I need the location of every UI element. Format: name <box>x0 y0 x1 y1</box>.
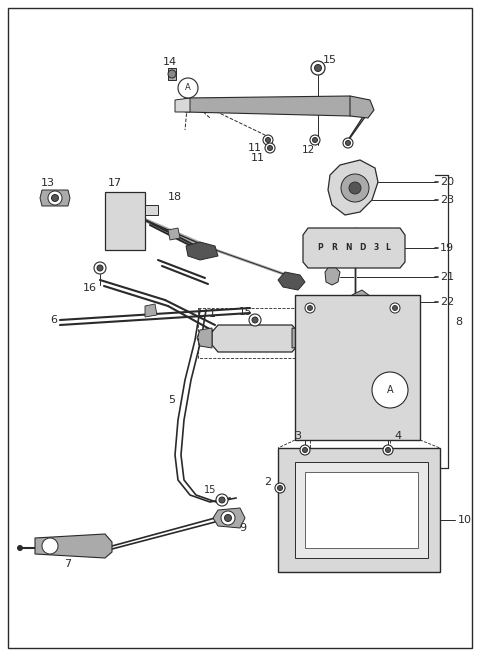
Text: 21: 21 <box>440 272 454 282</box>
Circle shape <box>225 514 231 522</box>
Circle shape <box>168 70 176 78</box>
Circle shape <box>267 146 273 150</box>
Circle shape <box>219 497 225 503</box>
Text: 20: 20 <box>440 177 454 187</box>
Polygon shape <box>305 472 418 548</box>
Circle shape <box>302 447 308 453</box>
Circle shape <box>216 494 228 506</box>
Circle shape <box>390 303 400 313</box>
Polygon shape <box>295 462 428 558</box>
Text: 10: 10 <box>458 515 472 525</box>
Circle shape <box>393 306 397 310</box>
Text: 19: 19 <box>440 243 454 253</box>
Circle shape <box>97 265 103 271</box>
Polygon shape <box>278 272 305 290</box>
Text: 7: 7 <box>64 559 72 569</box>
Circle shape <box>308 306 312 310</box>
Circle shape <box>265 138 271 142</box>
Circle shape <box>300 445 310 455</box>
Text: 3: 3 <box>373 243 379 253</box>
Text: 8: 8 <box>455 317 462 327</box>
Circle shape <box>343 138 353 148</box>
Circle shape <box>349 182 361 194</box>
Circle shape <box>346 140 350 146</box>
Text: A: A <box>185 83 191 92</box>
Text: P: P <box>317 243 323 253</box>
Circle shape <box>385 447 391 453</box>
Polygon shape <box>292 328 308 348</box>
Polygon shape <box>35 534 112 558</box>
Circle shape <box>17 546 23 550</box>
Circle shape <box>51 194 59 201</box>
Circle shape <box>383 445 393 455</box>
Circle shape <box>263 135 273 145</box>
Circle shape <box>305 303 315 313</box>
Text: 9: 9 <box>240 523 247 533</box>
Text: 15: 15 <box>239 307 252 317</box>
Text: 2: 2 <box>264 477 272 487</box>
Polygon shape <box>278 448 440 572</box>
Polygon shape <box>145 205 158 215</box>
Text: 17: 17 <box>108 178 122 188</box>
Text: A: A <box>387 385 393 395</box>
Text: 5: 5 <box>168 395 175 405</box>
Text: 11: 11 <box>248 143 262 153</box>
Circle shape <box>341 174 369 202</box>
Text: 11: 11 <box>251 153 265 163</box>
Text: 15: 15 <box>323 55 337 65</box>
Polygon shape <box>168 68 176 80</box>
Polygon shape <box>185 96 356 116</box>
Circle shape <box>48 191 62 205</box>
Text: 12: 12 <box>301 145 314 155</box>
Text: D: D <box>359 243 365 253</box>
Polygon shape <box>325 268 340 285</box>
Polygon shape <box>168 228 180 240</box>
Polygon shape <box>175 98 190 112</box>
Circle shape <box>178 78 198 98</box>
Circle shape <box>314 64 322 72</box>
Text: 13: 13 <box>41 178 55 188</box>
Polygon shape <box>303 228 405 268</box>
Polygon shape <box>40 190 70 206</box>
Circle shape <box>312 138 317 142</box>
Polygon shape <box>145 304 157 317</box>
Polygon shape <box>295 295 420 440</box>
Circle shape <box>252 317 258 323</box>
Circle shape <box>42 538 58 554</box>
Polygon shape <box>197 328 212 348</box>
Text: N: N <box>345 243 351 253</box>
Text: 6: 6 <box>50 315 57 325</box>
Text: 3: 3 <box>295 431 301 441</box>
Circle shape <box>310 135 320 145</box>
Text: R: R <box>331 243 337 253</box>
Polygon shape <box>105 192 145 250</box>
Circle shape <box>277 485 283 491</box>
Text: 15: 15 <box>204 485 216 495</box>
Circle shape <box>265 143 275 153</box>
Circle shape <box>249 314 261 326</box>
Text: 22: 22 <box>440 297 454 307</box>
Polygon shape <box>186 242 218 260</box>
Circle shape <box>94 262 106 274</box>
Text: 14: 14 <box>163 57 177 67</box>
Text: 23: 23 <box>440 195 454 205</box>
Polygon shape <box>328 160 378 215</box>
Polygon shape <box>348 290 370 312</box>
Text: 16: 16 <box>83 283 97 293</box>
Polygon shape <box>212 325 298 352</box>
Text: 18: 18 <box>168 192 182 202</box>
Polygon shape <box>350 96 374 118</box>
Circle shape <box>275 483 285 493</box>
Circle shape <box>221 511 235 525</box>
Text: L: L <box>385 243 390 253</box>
Text: 4: 4 <box>395 431 402 441</box>
Polygon shape <box>213 508 245 528</box>
Circle shape <box>372 372 408 408</box>
Circle shape <box>311 61 325 75</box>
Text: 1: 1 <box>208 309 216 319</box>
